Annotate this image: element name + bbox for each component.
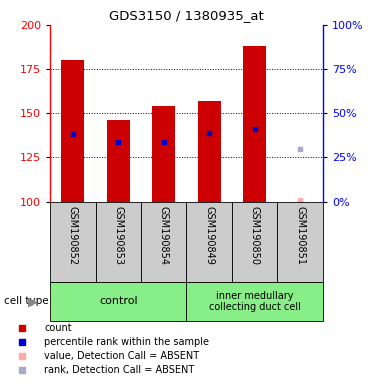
Bar xyxy=(50,202,96,282)
Text: inner medullary
collecting duct cell: inner medullary collecting duct cell xyxy=(209,291,301,312)
Bar xyxy=(107,120,129,202)
Text: GSM190850: GSM190850 xyxy=(250,206,260,265)
Bar xyxy=(141,202,187,282)
Bar xyxy=(278,202,323,282)
Title: GDS3150 / 1380935_at: GDS3150 / 1380935_at xyxy=(109,9,264,22)
Bar xyxy=(187,202,232,282)
Bar xyxy=(96,202,141,282)
Text: value, Detection Call = ABSENT: value, Detection Call = ABSENT xyxy=(44,351,199,361)
Bar xyxy=(187,282,323,321)
Text: rank, Detection Call = ABSENT: rank, Detection Call = ABSENT xyxy=(44,365,194,375)
Text: cell type: cell type xyxy=(4,296,48,306)
Bar xyxy=(50,282,187,321)
Text: percentile rank within the sample: percentile rank within the sample xyxy=(44,337,209,347)
Text: GSM190854: GSM190854 xyxy=(159,206,169,265)
Text: GSM190853: GSM190853 xyxy=(113,206,123,265)
Text: ▶: ▶ xyxy=(28,295,37,308)
Text: control: control xyxy=(99,296,138,306)
Bar xyxy=(198,101,220,202)
Text: GSM190849: GSM190849 xyxy=(204,206,214,265)
Bar xyxy=(62,60,84,202)
Text: GSM190852: GSM190852 xyxy=(68,206,78,265)
Bar xyxy=(152,106,175,202)
Bar xyxy=(232,202,278,282)
Text: count: count xyxy=(44,323,72,333)
Bar xyxy=(243,46,266,202)
Text: GSM190851: GSM190851 xyxy=(295,206,305,265)
